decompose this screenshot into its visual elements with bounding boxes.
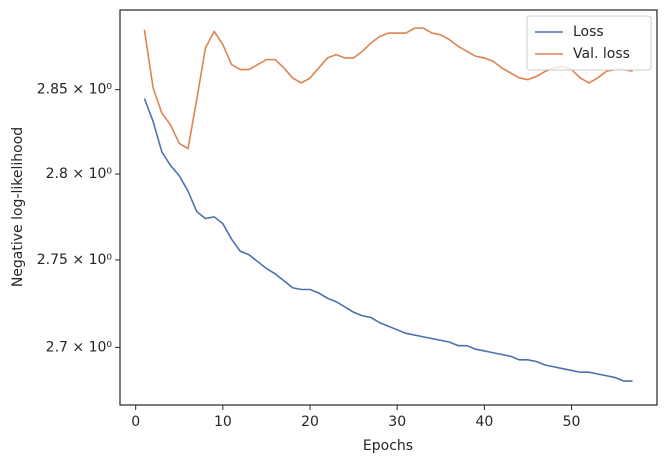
y-axis-label: Negative log-likelihood [10, 127, 26, 287]
x-tick-label: 20 [301, 414, 319, 430]
x-tick-label: 10 [214, 414, 232, 430]
x-tick-label: 50 [563, 414, 581, 430]
plot-frame [119, 9, 658, 406]
y-tick-label: 2.75 × 10⁰ [37, 252, 113, 268]
x-tick-label: 30 [388, 414, 406, 430]
y-tick-label: 2.7 × 10⁰ [46, 339, 113, 355]
legend-box [526, 15, 652, 71]
x-axis-label: Epochs [363, 438, 413, 454]
y-tick-label: 2.85 × 10⁰ [37, 82, 113, 98]
x-tick-label: 0 [131, 414, 140, 430]
legend-label: Loss [573, 24, 604, 40]
legend-label: Val. loss [573, 46, 630, 62]
y-tick-label: 2.8 × 10⁰ [46, 166, 113, 182]
line [143, 98, 633, 382]
x-tick-label: 40 [475, 414, 493, 430]
